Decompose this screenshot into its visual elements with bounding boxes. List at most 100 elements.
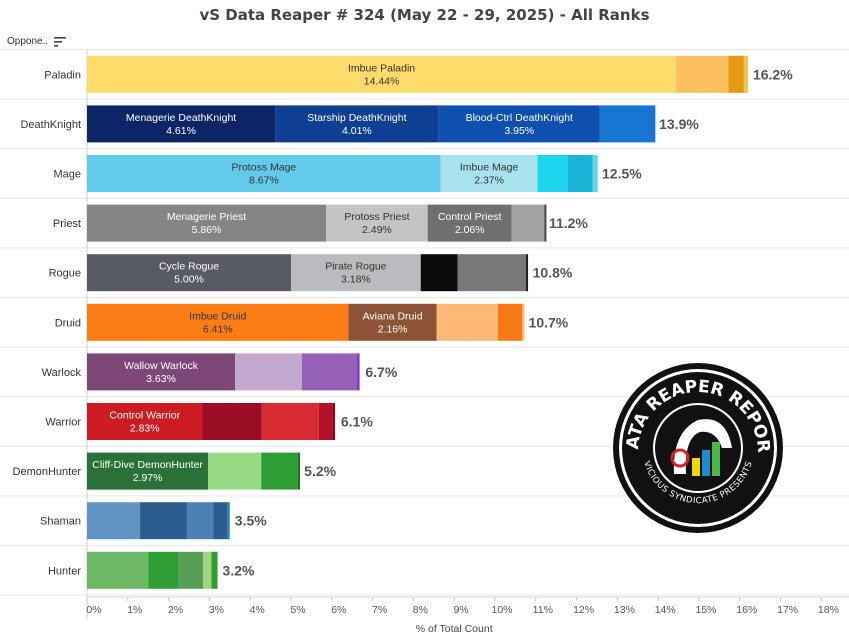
bar-segment (275, 105, 439, 143)
bar-segment (420, 254, 458, 292)
segment-label: Aviana Druid (363, 310, 423, 322)
total-label: 3.5% (235, 513, 267, 529)
opponent-header[interactable]: Oppone.. (7, 36, 67, 47)
category-label: Rogue (49, 268, 81, 280)
segment-value-label: 4.01% (342, 125, 372, 137)
bar-segment (318, 403, 334, 440)
bar-segment (87, 452, 209, 490)
total-label: 11.2% (549, 215, 588, 231)
x-tick-label: 4% (250, 604, 265, 616)
bar-segment (148, 551, 179, 589)
total-label: 3.2% (223, 562, 255, 578)
segment-value-label: 2.37% (474, 175, 504, 187)
bar-segment (87, 254, 291, 292)
segment-label: Control Warrior (109, 410, 180, 422)
segment-value-label: 3.95% (504, 125, 534, 137)
total-label: 16.2% (753, 66, 793, 82)
logo-emblem (670, 419, 732, 476)
x-tick-label: 6% (331, 604, 346, 616)
x-tick-label: 11% (533, 604, 553, 616)
bar-segment (87, 105, 276, 143)
bar-segment (87, 204, 327, 242)
total-label: 6.1% (341, 414, 373, 430)
category-label: Paladin (44, 69, 81, 81)
total-label: 5.2% (304, 463, 336, 479)
bar-segment (348, 303, 437, 341)
bar-segment (436, 303, 498, 341)
segment-label: Starship DeathKnight (307, 112, 406, 124)
bar-segment (511, 204, 545, 242)
segment-label: Cycle Rogue (159, 261, 219, 273)
bar-segment (87, 353, 236, 391)
segment-label: Pirate Rogue (325, 261, 386, 273)
bar-segment (743, 55, 748, 93)
segment-value-label: 2.97% (133, 472, 163, 484)
segment-value-label: 4.61% (166, 125, 196, 137)
segment-value-label: 2.83% (130, 423, 160, 435)
segment-label: Wallow Warlock (124, 360, 199, 372)
bar-segment (297, 452, 300, 490)
x-tick-label: 14% (655, 604, 676, 616)
x-tick-label: 12% (573, 604, 594, 616)
x-tick-label: 15% (695, 604, 716, 616)
bar-segment (87, 502, 141, 540)
bar-segment (302, 353, 358, 391)
segment-label: Imbue Druid (189, 310, 246, 322)
category-label: Druid (55, 317, 81, 329)
segment-label: Menagerie DeathKnight (126, 112, 236, 124)
segment-value-label: 2.06% (455, 224, 485, 236)
segment-value-label: 2.16% (378, 323, 408, 335)
category-label: DeathKnight (20, 119, 81, 131)
bar-segment (208, 452, 262, 490)
segment-value-label: 3.63% (146, 373, 176, 385)
bar-segment (438, 105, 600, 143)
category-label: Hunter (48, 565, 81, 577)
bar-segment (87, 155, 441, 192)
bar-segment (87, 303, 349, 341)
bar-segment (203, 551, 212, 589)
total-label: 10.8% (533, 265, 573, 281)
category-label: Warlock (42, 367, 82, 379)
x-tick-label: 3% (209, 604, 224, 616)
total-label: 12.5% (602, 166, 642, 182)
segment-label: Imbue Mage (460, 162, 519, 174)
x-tick-label: 7% (372, 604, 387, 616)
category-label: Warrior (45, 417, 81, 429)
segment-value-label: 2.49% (362, 224, 392, 236)
x-tick-label: 16% (736, 604, 757, 616)
bar-segment (178, 551, 204, 589)
x-tick-label: 10% (491, 604, 512, 616)
segment-value-label: 6.41% (203, 323, 233, 335)
segment-label: Control Priest (438, 211, 502, 223)
bar-segment (186, 502, 214, 540)
bar-segment (87, 551, 149, 589)
x-tick-label: 0% (86, 604, 101, 616)
sort-icon[interactable] (54, 36, 67, 47)
x-tick-label: 9% (454, 604, 469, 616)
bar-segment (87, 403, 203, 440)
bar-segment (568, 155, 593, 192)
category-label: Mage (53, 169, 81, 181)
segment-label: Blood-Ctrl DeathKnight (466, 112, 573, 124)
bar-segment (497, 303, 523, 341)
total-label: 10.7% (529, 314, 569, 330)
bar-segment (599, 105, 656, 143)
bar-segment (227, 502, 230, 540)
bar-segment (87, 55, 677, 93)
segment-value-label: 3.18% (341, 274, 371, 286)
segment-label: Protoss Priest (344, 211, 409, 223)
bar-segment (202, 403, 262, 440)
segment-value-label: 5.86% (192, 224, 222, 236)
x-tick-label: 2% (168, 604, 183, 616)
segment-label: Cliff-Dive DemonHunter (92, 459, 203, 471)
segment-label: Menagerie Priest (167, 211, 246, 223)
x-tick-label: 8% (413, 604, 428, 616)
bar-segment (522, 303, 525, 341)
data-reaper-logo: DATA REAPER REPORT VICIOUS SYNDICATE PRE… (612, 362, 783, 533)
bar-segment (592, 155, 598, 192)
category-label: Shaman (40, 516, 81, 528)
segment-value-label: 14.44% (364, 75, 400, 87)
category-label: Priest (53, 218, 81, 230)
bar-segment (140, 502, 187, 540)
